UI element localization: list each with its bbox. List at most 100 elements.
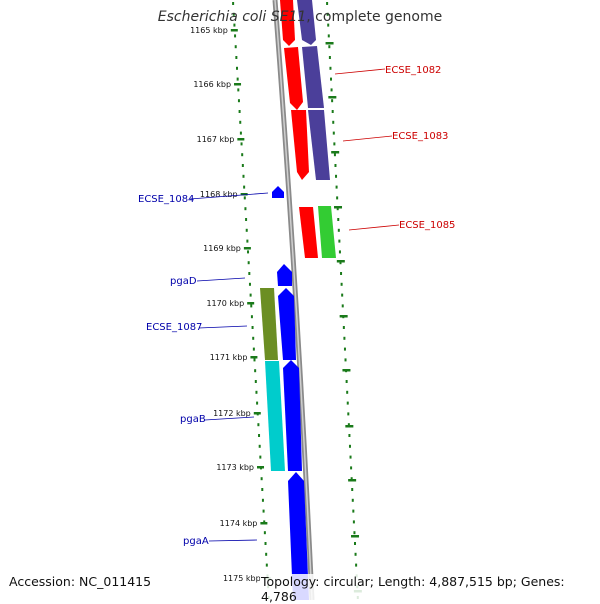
length-label: Length: — [377, 574, 426, 589]
guide-dot — [335, 185, 338, 189]
guide-dot — [340, 272, 343, 275]
guide-dot — [332, 120, 335, 124]
leader-ecse-1082 — [334, 68, 386, 75]
track-olive[interactable] — [260, 288, 278, 360]
guide-dot — [240, 142, 243, 146]
scale-tick-left — [250, 356, 258, 359]
guide-dot — [234, 34, 237, 38]
guide-dot — [248, 282, 251, 286]
scale-dotted-guide-right — [325, 2, 362, 599]
cds-ecse-1087[interactable] — [278, 288, 296, 360]
leader-ecse-1084 — [189, 192, 269, 200]
label-ecse-1087[interactable]: ECSE_1087 — [146, 322, 202, 333]
guide-dot — [334, 164, 337, 167]
guide-dot — [249, 293, 252, 297]
guide-dot — [253, 358, 256, 362]
cds-pgaB[interactable] — [283, 360, 302, 471]
guide-dot — [239, 120, 242, 124]
cds-ecse-1084[interactable] — [272, 186, 284, 198]
guide-dot — [338, 250, 341, 254]
kbp-label: 1169 kbp — [203, 244, 241, 253]
guide-dot — [248, 272, 251, 275]
track-green[interactable] — [318, 206, 336, 258]
kbp-label: 1170 kbp — [206, 299, 244, 308]
guide-dot — [344, 358, 347, 362]
scale-tick-left — [230, 29, 238, 32]
scale-tick-left — [234, 83, 242, 86]
kbp-label: 1167 kbp — [197, 135, 235, 144]
leader-ecse-1087 — [198, 325, 248, 329]
kbp-label: 1171 kbp — [210, 353, 248, 362]
accession-label: Accession: — [9, 574, 76, 589]
guide-dot — [337, 218, 340, 221]
guide-dot — [242, 174, 245, 178]
cds-ecse-1082[interactable] — [284, 47, 303, 110]
kbp-scale-labels: 1165 kbp 1166 kbp 1167 kbp 1168 kbp 1169 kbp… — [190, 26, 261, 583]
guide-dot — [257, 423, 260, 427]
track-purple-1[interactable] — [297, 0, 316, 45]
guide-dot — [326, 12, 329, 16]
guide-dot — [343, 336, 346, 340]
guide-dot — [345, 380, 348, 383]
topology-label: Topology: — [261, 574, 320, 589]
kbp-label: 1173 kbp — [216, 463, 254, 472]
label-ecse-1083[interactable]: ECSE_1083 — [392, 131, 448, 142]
kbp-label: 1166 kbp — [193, 80, 231, 89]
genome-stats: Topology: circular; Length: 4,887,515 bp… — [260, 574, 600, 604]
scale-tick-right — [331, 151, 340, 154]
guide-dot — [331, 99, 334, 103]
cds-ecse-1085[interactable] — [299, 207, 318, 258]
guide-dot — [348, 434, 351, 437]
guide-dot — [351, 488, 354, 491]
guide-dot — [241, 153, 244, 157]
label-ecse-1085[interactable]: ECSE_1085 — [399, 220, 455, 231]
label-pgaA[interactable]: pgaA — [183, 536, 209, 547]
guide-dot — [348, 444, 351, 448]
scale-tick-right — [345, 425, 354, 428]
guide-dot — [346, 390, 349, 394]
guide-dot — [235, 56, 238, 59]
guide-dot — [258, 444, 261, 448]
guide-dot — [252, 347, 255, 351]
guide-dot — [335, 174, 338, 178]
guide-dot — [254, 369, 257, 373]
guide-dot — [261, 498, 264, 502]
guide-dot — [330, 77, 333, 81]
guide-dot — [350, 477, 353, 481]
guide-dot — [250, 315, 253, 319]
guide-dot — [252, 336, 255, 340]
title-suffix: , complete genome — [306, 9, 443, 25]
guide-dot — [233, 23, 236, 27]
cds-pgaA[interactable] — [288, 472, 309, 600]
guide-dot — [234, 45, 237, 49]
guide-dot — [246, 239, 249, 243]
guide-dot — [333, 142, 336, 146]
label-pgaD[interactable]: pgaD — [170, 276, 197, 287]
guide-dot — [328, 45, 331, 49]
guide-dot — [241, 164, 244, 167]
guide-dot — [232, 12, 235, 16]
guide-dot — [339, 261, 342, 265]
guide-dot — [349, 455, 352, 459]
guide-dot — [264, 542, 267, 545]
label-ecse-1082[interactable]: ECSE_1082 — [385, 65, 441, 76]
guide-dot — [237, 99, 240, 103]
cds-ecse-1083[interactable] — [291, 110, 309, 180]
guide-dot — [232, 2, 235, 5]
leader-pgaB — [204, 416, 255, 421]
guide-dot — [247, 261, 250, 265]
track-purple-3[interactable] — [308, 110, 330, 180]
guide-dot — [245, 218, 248, 221]
track-cyan[interactable] — [265, 361, 285, 471]
scale-tick-left — [253, 412, 261, 415]
guide-dot — [352, 509, 355, 513]
label-pgaB[interactable]: pgaB — [180, 414, 206, 425]
cds-forward-partial[interactable] — [280, 0, 295, 46]
guide-dot — [354, 542, 357, 545]
guide-dot — [327, 34, 330, 38]
cds-pgaD[interactable] — [277, 264, 292, 286]
guide-dot — [254, 380, 257, 383]
track-purple-2[interactable] — [302, 46, 324, 108]
label-ecse-1084[interactable]: ECSE_1084 — [138, 194, 194, 205]
